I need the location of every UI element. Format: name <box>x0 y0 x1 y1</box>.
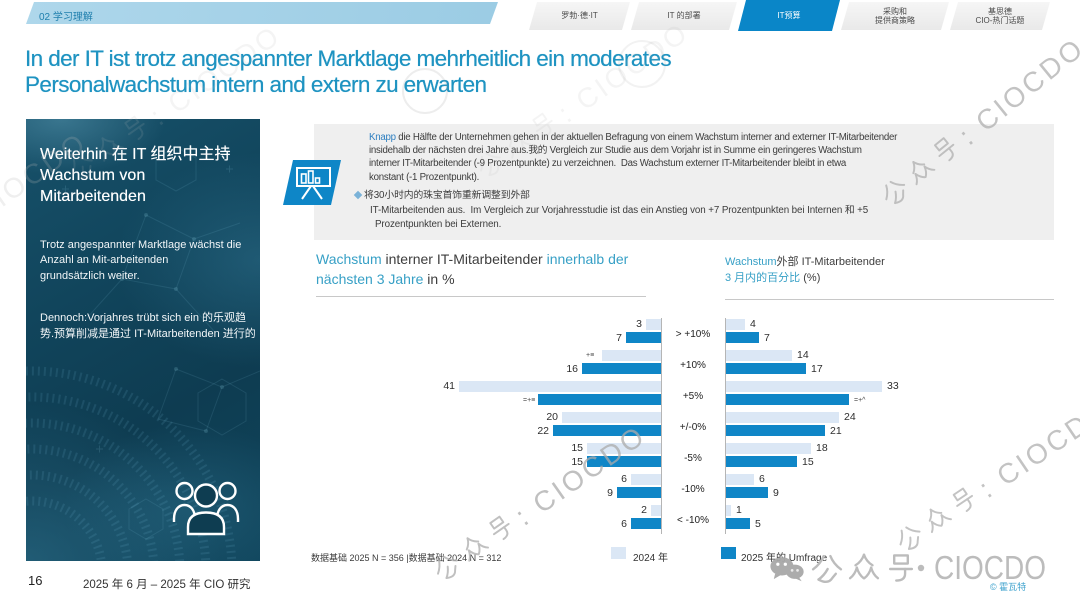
svg-text:: CIOCDO: : CIOCDO <box>973 393 1080 503</box>
